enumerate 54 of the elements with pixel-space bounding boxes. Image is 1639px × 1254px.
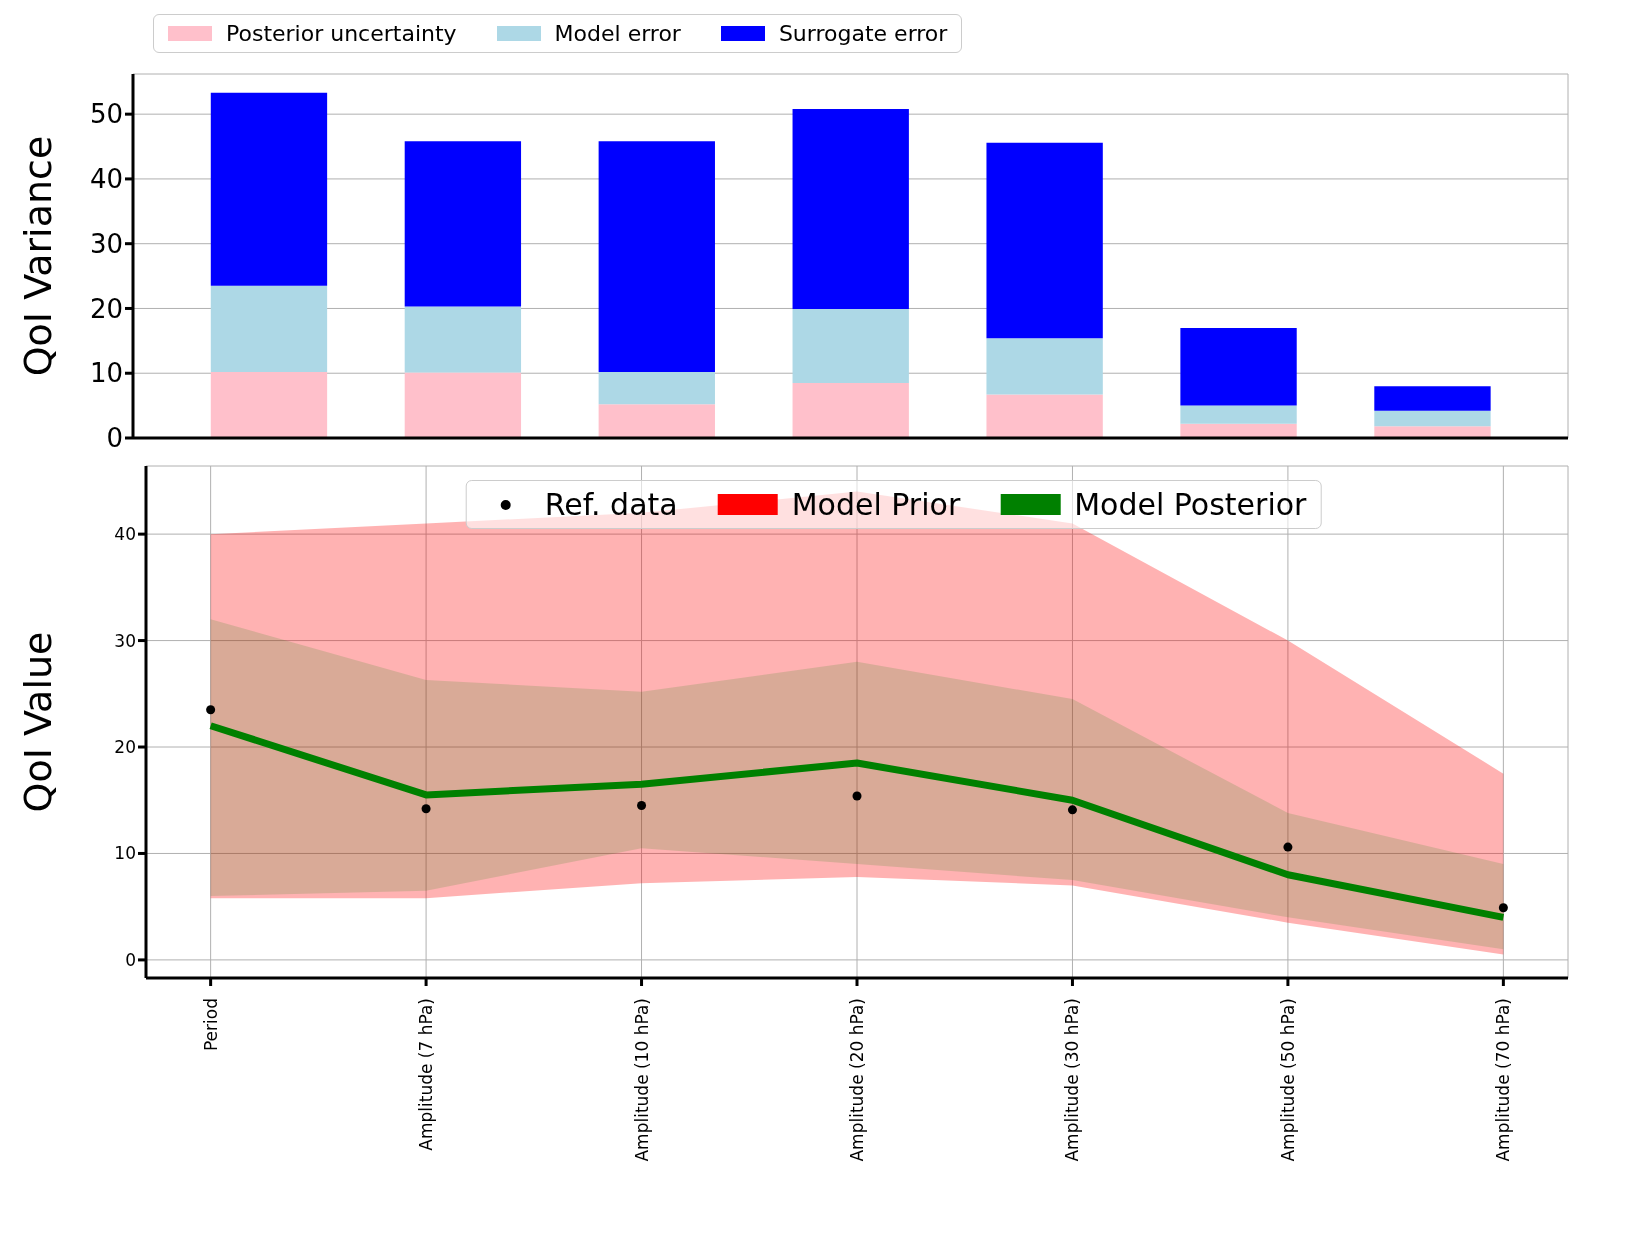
y-tick-label: 40 bbox=[114, 524, 136, 545]
point bbox=[1067, 805, 1077, 815]
x-tick-label: Amplitude (50 hPa) bbox=[1277, 998, 1298, 1162]
bar bbox=[1374, 410, 1491, 427]
legend-label: Model Prior bbox=[791, 487, 961, 522]
point bbox=[852, 791, 862, 801]
legend-label: Model error bbox=[554, 21, 681, 46]
bar bbox=[404, 306, 522, 373]
bar bbox=[598, 404, 715, 438]
bar bbox=[986, 394, 1103, 438]
x-tick-label: Amplitude (30 hPa) bbox=[1062, 998, 1083, 1162]
y-tick-label: 0 bbox=[106, 423, 123, 454]
bar bbox=[598, 141, 715, 372]
bar bbox=[1180, 327, 1297, 406]
legend-label: Model Posterior bbox=[1074, 487, 1307, 522]
bar bbox=[792, 382, 909, 438]
point bbox=[206, 705, 216, 715]
x-tick-label: Period bbox=[200, 998, 221, 1052]
bar bbox=[1180, 405, 1297, 424]
bar bbox=[404, 141, 522, 307]
bar bbox=[792, 309, 909, 383]
y-tick-label: 30 bbox=[114, 630, 136, 651]
legend-label: Surrogate error bbox=[778, 21, 948, 46]
y-tick-label: 10 bbox=[114, 843, 136, 864]
bar bbox=[210, 92, 328, 286]
bar bbox=[986, 338, 1103, 395]
legend-label: Posterior uncertainty bbox=[226, 21, 457, 46]
bar bbox=[210, 285, 328, 372]
y-tick-label: 20 bbox=[114, 737, 136, 758]
y-tick-label: 50 bbox=[89, 99, 123, 130]
y-tick-label: 30 bbox=[89, 228, 123, 259]
bar bbox=[1374, 426, 1491, 438]
bar bbox=[1180, 423, 1297, 438]
point bbox=[637, 801, 647, 811]
y-axis-title: QoI Variance bbox=[16, 135, 61, 377]
x-tick-label: Amplitude (70 hPa) bbox=[1493, 998, 1514, 1162]
x-tick-label: Amplitude (10 hPa) bbox=[631, 998, 652, 1162]
y-tick-label: 10 bbox=[89, 358, 123, 389]
bar bbox=[986, 142, 1103, 339]
x-tick-label: Amplitude (7 hPa) bbox=[416, 998, 437, 1151]
point bbox=[1498, 903, 1508, 913]
bar bbox=[210, 371, 328, 438]
bar bbox=[792, 108, 909, 310]
y-axis-title: QoI Value bbox=[16, 631, 61, 813]
bar bbox=[1374, 386, 1491, 411]
y-tick-label: 20 bbox=[89, 293, 123, 324]
legend-label: Ref. data bbox=[544, 487, 678, 522]
x-tick-label: Amplitude (20 hPa) bbox=[847, 998, 867, 1162]
point bbox=[1283, 842, 1293, 852]
bar bbox=[404, 372, 522, 438]
y-tick-label: 40 bbox=[89, 164, 123, 195]
point bbox=[421, 804, 431, 814]
y-tick-label: 0 bbox=[125, 949, 136, 970]
bar bbox=[598, 371, 715, 405]
